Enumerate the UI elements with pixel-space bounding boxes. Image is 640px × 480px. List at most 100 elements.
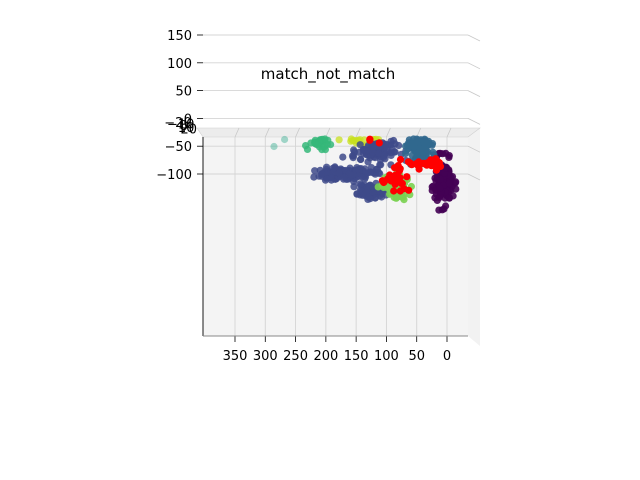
top-grid-line — [416, 127, 422, 138]
scatter-point — [310, 173, 318, 181]
scatter-point — [374, 183, 382, 191]
y-tick-label: 50 — [175, 85, 192, 100]
z-tick-label: −20 — [164, 116, 191, 131]
scatter-point — [281, 135, 289, 144]
scatter-point — [403, 173, 411, 181]
top-grid-line — [446, 127, 452, 138]
scatter-point — [339, 153, 347, 161]
scatter-point — [374, 149, 383, 157]
scatter-point — [380, 151, 388, 159]
y-tick-label: −50 — [165, 140, 192, 155]
x-tick-label: 150 — [344, 349, 369, 364]
cluster-red — [378, 164, 413, 195]
scatter-point — [396, 174, 404, 182]
top-grid-line — [264, 127, 270, 138]
z-tick-label: 10 — [178, 121, 195, 136]
grid-lines — [197, 34, 481, 342]
scatter-point — [318, 170, 326, 178]
scatter-point — [340, 173, 348, 181]
x-tick-label: 250 — [283, 349, 308, 364]
scatter-point — [390, 173, 398, 181]
scatter-point — [436, 175, 444, 183]
tick-labels: 350 300 250 200 150 100 50 0−100−50050100150−20… — [156, 29, 451, 364]
y-tick-label: −100 — [156, 168, 192, 183]
scatter-point — [395, 141, 403, 150]
scatter-point — [439, 150, 447, 158]
scatter-point — [378, 177, 386, 185]
scatter-point — [402, 149, 410, 158]
scatter-point — [405, 186, 413, 194]
scatter-point — [375, 139, 383, 147]
scatter-point — [432, 155, 440, 163]
scatter-point — [397, 179, 405, 188]
scatter-point — [369, 143, 377, 151]
side-grid-line — [467, 145, 481, 153]
scatter-point — [399, 193, 407, 201]
scatter-point — [365, 193, 373, 201]
scatter-point — [396, 187, 404, 195]
scatter-point — [408, 140, 416, 148]
side-grid-line — [467, 90, 481, 97]
side-grid-line — [467, 62, 481, 70]
z-tick-label: −10 — [167, 118, 194, 133]
scatter-point — [270, 142, 278, 151]
side-grid-line — [467, 118, 481, 125]
top-grid-line — [325, 127, 331, 138]
scatter-point — [436, 184, 444, 192]
cluster-red — [394, 155, 445, 174]
scatter-point — [412, 160, 420, 168]
cluster-indigo — [310, 163, 384, 185]
scatter-point — [445, 179, 453, 187]
scatter-point — [424, 159, 432, 167]
chart-title: match_not_match — [261, 65, 395, 84]
scatter-point — [425, 140, 434, 148]
y-tick-label: 100 — [167, 57, 192, 72]
scatter-point — [364, 169, 372, 177]
scatter-point — [435, 206, 443, 214]
cluster-blue — [402, 135, 438, 170]
side-grid-line — [467, 34, 481, 42]
y-tick-label: 0 — [184, 112, 192, 127]
scatter-point — [366, 136, 374, 144]
scatter-point — [407, 159, 415, 167]
scatter-point — [378, 193, 386, 201]
scatter-points — [270, 135, 460, 214]
scatter-point — [358, 173, 366, 181]
scatter-point — [442, 202, 450, 210]
scatter-point — [335, 136, 343, 144]
y-tick-label: 150 — [167, 29, 192, 44]
z-tick-label: 0 — [179, 119, 187, 134]
top-grid-line — [386, 127, 391, 138]
scatter-point — [415, 165, 423, 173]
top-grid-line — [295, 127, 300, 138]
scatter-point — [311, 167, 319, 175]
scatter-point — [445, 152, 453, 160]
scatter-point — [414, 136, 422, 144]
x-tick-label: 100 — [374, 349, 399, 364]
scatter-point — [390, 187, 398, 195]
axes-background — [196, 127, 481, 346]
scatter-point — [357, 155, 365, 163]
scatter-point — [394, 162, 402, 170]
scatter-point — [452, 185, 460, 193]
scatter-point — [419, 149, 427, 157]
x-tick-label: 350 — [223, 349, 248, 364]
x-tick-label: 300 — [253, 349, 278, 364]
scatter-point — [335, 169, 343, 177]
scatter-point — [311, 139, 319, 147]
x-tick-label: 0 — [443, 349, 451, 364]
top-grid-line — [355, 127, 361, 138]
cluster-green — [302, 135, 335, 154]
scatter-point — [347, 137, 355, 145]
cluster-red — [366, 135, 383, 147]
scatter-point — [350, 152, 358, 160]
scatter-point — [356, 141, 364, 149]
cluster-teal_sparse — [270, 135, 289, 151]
x-tick-label: 200 — [313, 349, 338, 364]
scatter-point — [387, 151, 395, 159]
scatter-point — [445, 194, 453, 202]
x-tick-label: 50 — [408, 349, 425, 364]
scatter-point — [303, 145, 312, 153]
scatter-point — [327, 174, 335, 182]
